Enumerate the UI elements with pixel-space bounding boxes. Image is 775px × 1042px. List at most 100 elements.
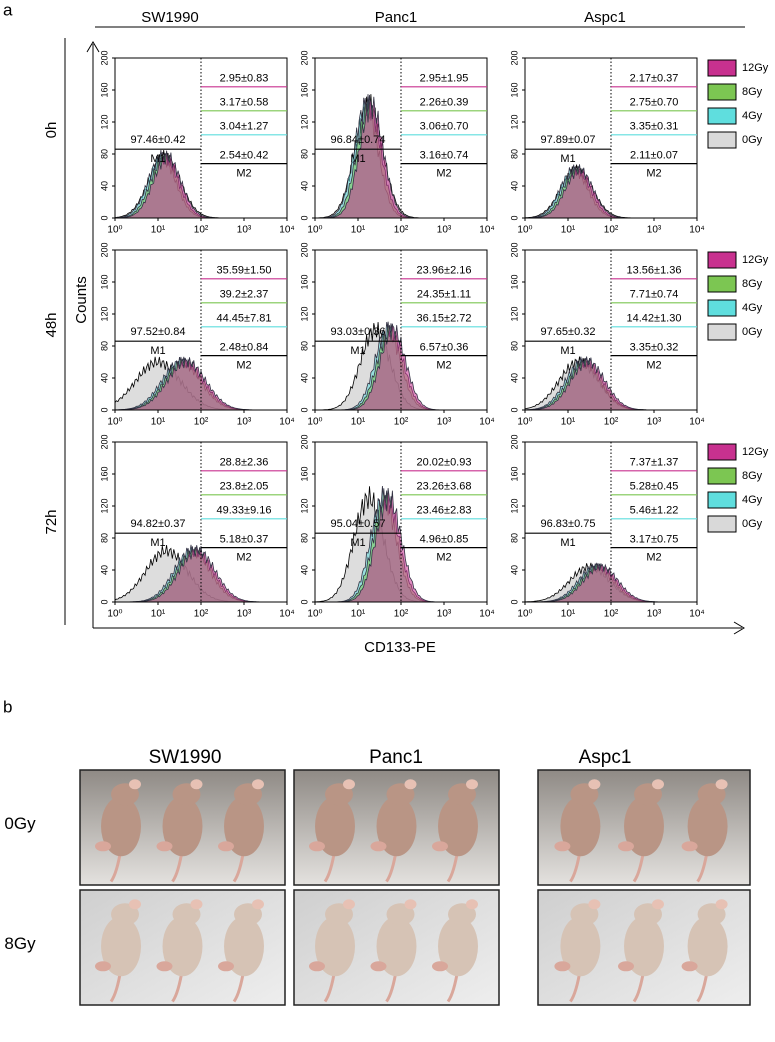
m2-value: 7.37±1.37 [630, 457, 679, 469]
mouse-body [101, 796, 141, 857]
legend-label: 4Gy [742, 110, 763, 122]
mouse-body [315, 916, 355, 977]
panel-label: a [3, 0, 13, 19]
mouse-ear [252, 899, 264, 910]
y-tick-label: 160 [299, 466, 309, 481]
mouse-head [697, 783, 726, 806]
histogram-panel: 0 40 80 120 160 200 10⁰ 10¹ 10² 10³ 10⁴ 96.83±0.75 M… [509, 434, 704, 619]
mouse-head [386, 903, 415, 926]
y-tick-label: 120 [299, 306, 309, 321]
y-tick-label: 200 [299, 50, 309, 65]
mouse-head [111, 903, 139, 926]
y-tick-label: 80 [299, 149, 309, 159]
legend-swatch [707, 467, 737, 485]
m2-label: M2 [236, 552, 251, 564]
m2-value: 39.2±2.37 [220, 289, 269, 301]
m1-label: M1 [350, 537, 365, 549]
mouse-ear [466, 779, 478, 790]
y-tick-label: 200 [299, 434, 309, 449]
histogram-panel: 0 40 80 120 160 200 10⁰ 10¹ 10² 10³ 10⁴ 97.65±0.32 M… [509, 242, 704, 427]
mouse-ear [129, 899, 141, 910]
mouse-head [448, 783, 476, 806]
column-header: Panc1 [369, 747, 423, 768]
mouse-photo [537, 889, 751, 1006]
y-tick-label: 200 [99, 434, 109, 449]
mouse-body [560, 796, 601, 857]
mouse-photo [79, 889, 286, 1006]
mouse-paw [681, 961, 698, 972]
m2-value: 5.46±1.22 [630, 505, 679, 517]
m2-label: M2 [646, 168, 661, 180]
m2-value: 3.17±0.58 [220, 97, 269, 109]
m2-value: 2.17±0.37 [630, 73, 679, 85]
x-tick-label: 10³ [437, 609, 452, 620]
m2-value: 4.96±0.85 [420, 534, 469, 546]
y-tick-label: 0 [99, 599, 109, 604]
legend-label: 0Gy [742, 326, 763, 338]
legend-swatch [707, 299, 737, 317]
histogram-panel: 0 40 80 120 160 200 10⁰ 10¹ 10² 10³ 10⁴ 97.46±0.42 M… [99, 50, 294, 235]
y-tick-label: 120 [99, 114, 109, 129]
m2-value: 35.59±1.50 [217, 265, 272, 277]
mouse-paw [218, 961, 234, 972]
x-tick-label: 10⁰ [307, 225, 322, 236]
x-tick-label: 10⁴ [689, 225, 704, 236]
mouse-head [634, 783, 662, 806]
x-tick-label: 10³ [437, 225, 452, 236]
y-tick-label: 80 [509, 341, 519, 351]
m1-label: M1 [350, 153, 365, 165]
mouse-ear [404, 899, 417, 910]
mouse-ear [190, 779, 203, 790]
mouse-head [234, 783, 262, 806]
x-tick-label: 10² [194, 417, 209, 428]
m2-value: 2.26±0.39 [420, 97, 469, 109]
legend-label: 8Gy [742, 86, 763, 98]
mouse-photo [293, 769, 500, 886]
y-tick-label: 0 [299, 599, 309, 604]
mouse-body [376, 916, 417, 977]
y-tick-label: 0 [299, 407, 309, 412]
legend-swatch [707, 107, 737, 125]
y-tick-label: 200 [509, 242, 519, 257]
legend-label: 12Gy [742, 254, 769, 266]
x-tick-label: 10² [394, 609, 409, 620]
mouse-photo [293, 889, 500, 1006]
mouse-ear [715, 779, 728, 790]
x-tick-label: 10⁰ [517, 417, 532, 428]
m2-value: 23.96±2.16 [417, 265, 472, 277]
x-tick-label: 10⁰ [107, 609, 122, 620]
m2-value: 2.95±0.83 [220, 73, 269, 85]
y-tick-label: 120 [509, 498, 519, 513]
x-tick-label: 10¹ [151, 417, 166, 428]
m2-label: M2 [236, 360, 251, 372]
mouse-paw [309, 961, 325, 972]
m2-label: M2 [236, 168, 251, 180]
x-tick-label: 10⁴ [689, 609, 704, 620]
mouse-photo [79, 769, 286, 886]
x-tick-label: 10² [394, 225, 409, 236]
y-tick-label: 120 [299, 114, 309, 129]
mouse-paw [432, 961, 448, 972]
mouse-head [570, 783, 599, 806]
mouse-head [386, 783, 415, 806]
mouse-body [224, 796, 264, 857]
legend-swatch [707, 275, 737, 293]
mouse-paw [218, 841, 234, 852]
mouse-ear [715, 899, 728, 910]
m2-value: 3.04±1.27 [220, 121, 269, 133]
row-label: 0Gy [4, 814, 36, 833]
m2-value: 36.15±2.72 [417, 313, 472, 325]
m1-label: M1 [350, 345, 365, 357]
row-label: 0h [43, 122, 60, 139]
mouse-body [315, 796, 355, 857]
mouse-paw [554, 961, 571, 972]
mouse-body [560, 916, 601, 977]
mouse-ear [190, 899, 203, 910]
x-tick-label: 10¹ [151, 609, 166, 620]
mouse-head [448, 903, 476, 926]
m1-label: M1 [150, 345, 165, 357]
x-tick-label: 10¹ [351, 417, 366, 428]
m2-value: 2.48±0.84 [220, 342, 269, 354]
y-tick-label: 40 [99, 181, 109, 191]
legend-label: 12Gy [742, 62, 769, 74]
